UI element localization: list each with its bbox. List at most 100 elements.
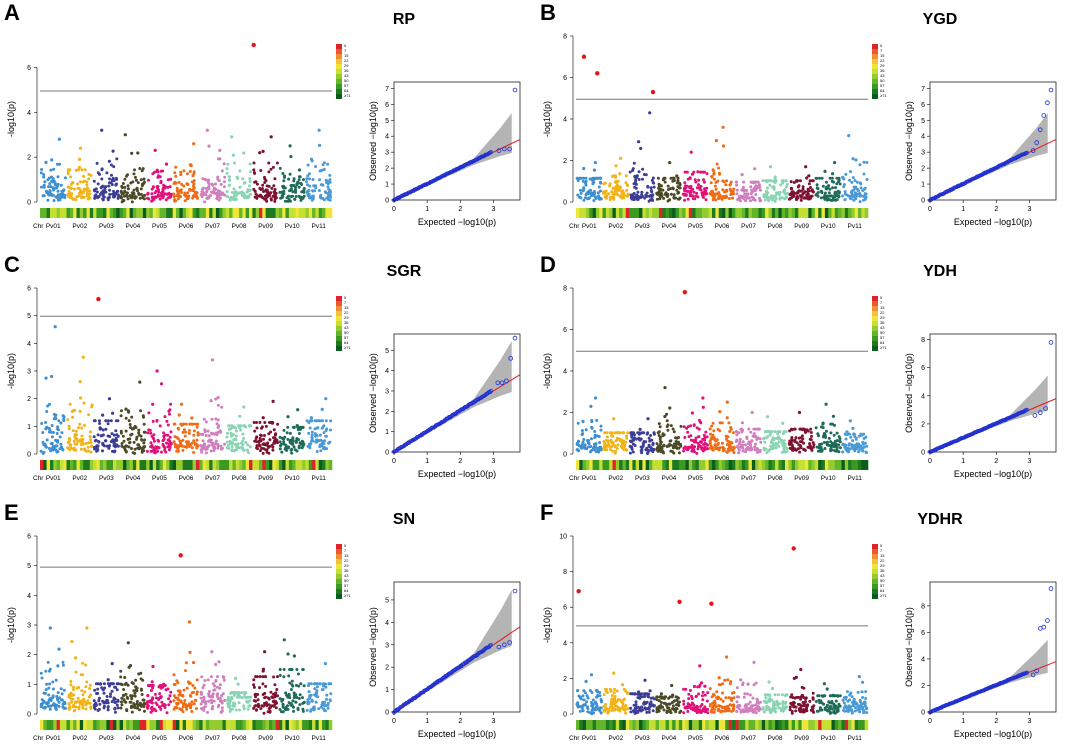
density-cell — [292, 460, 296, 470]
snp-point — [146, 431, 150, 435]
snp-point — [133, 694, 137, 698]
snp-point — [122, 439, 126, 443]
snp-point — [101, 428, 105, 432]
density-cell — [775, 460, 779, 470]
snp-point — [70, 700, 74, 704]
snp-point — [199, 702, 203, 706]
snp-point — [319, 193, 323, 197]
snp-point — [134, 178, 138, 182]
snp-point — [71, 697, 75, 701]
snp-point — [88, 196, 92, 200]
snp-point — [57, 137, 62, 141]
snp-point — [158, 175, 162, 179]
snp-point — [838, 182, 842, 186]
snp-point — [109, 682, 113, 686]
snp-point — [120, 700, 123, 704]
chr-axis-label: Chr — [33, 223, 44, 230]
snp-point — [638, 427, 642, 431]
snp-point — [699, 170, 703, 174]
density-cell — [838, 460, 842, 470]
snp-point — [282, 428, 286, 432]
snp-point — [183, 199, 187, 203]
snp-point — [92, 435, 96, 439]
density-cell — [186, 208, 190, 218]
legend-label: 7 — [344, 300, 347, 305]
snp-point — [234, 448, 237, 452]
snp-point — [297, 194, 301, 198]
snp-point — [673, 446, 677, 449]
snp-point — [835, 193, 839, 197]
density-cell — [858, 460, 862, 470]
snp-point — [718, 410, 722, 414]
density-cell — [278, 208, 283, 218]
snp-point — [784, 179, 788, 183]
snp-point — [739, 445, 742, 449]
snp-point — [242, 405, 246, 409]
snp-point — [729, 427, 733, 431]
density-cell — [302, 208, 306, 218]
snp-point — [593, 396, 598, 400]
snp-point — [225, 446, 229, 450]
snp-point — [78, 146, 83, 150]
snp-point — [200, 692, 203, 696]
snp-point — [238, 414, 242, 418]
snp-point — [276, 441, 279, 445]
snp-point — [711, 448, 715, 452]
snp-point — [714, 198, 718, 202]
density-cell — [239, 460, 243, 470]
snp-point — [272, 428, 276, 432]
density-cell — [625, 460, 630, 470]
snp-point — [780, 179, 784, 183]
snp-point — [136, 151, 140, 155]
density-cell — [602, 460, 607, 470]
snp-point — [705, 172, 709, 176]
snp-point — [142, 445, 146, 449]
snp-point — [108, 444, 112, 448]
density-cell — [828, 208, 832, 218]
density-cell — [76, 460, 81, 470]
snp-point — [626, 431, 630, 435]
qq-frame — [393, 81, 521, 201]
snp-point — [188, 445, 192, 448]
snp-point — [104, 439, 108, 443]
snp-point — [149, 431, 153, 435]
snp-point — [737, 431, 741, 435]
snp-point — [217, 424, 221, 428]
density-cell — [695, 208, 700, 218]
snp-point — [725, 400, 729, 404]
snp-point — [267, 184, 271, 188]
density-cell — [99, 460, 104, 470]
snp-point — [228, 178, 232, 182]
legend-swatch — [336, 69, 342, 74]
snp-point — [209, 675, 213, 679]
snp-point — [287, 197, 291, 201]
snp-point — [271, 194, 275, 198]
qq-x-label: Expected −log10(p) — [418, 217, 496, 227]
snp-point — [329, 190, 332, 194]
density-cell — [262, 208, 266, 218]
snp-point — [95, 449, 99, 453]
snp-point — [738, 437, 742, 441]
snp-point — [126, 184, 130, 188]
snp-point — [126, 641, 130, 645]
snp-point — [775, 191, 778, 195]
snp-point — [599, 181, 603, 185]
snp-point — [66, 441, 70, 444]
snp-point — [137, 447, 141, 451]
density-cell — [675, 460, 680, 470]
snp-point — [696, 170, 700, 174]
snp-point — [768, 165, 773, 169]
snp-point — [52, 167, 56, 171]
snp-point — [74, 705, 78, 709]
snp-point — [584, 183, 588, 187]
legend-label: 29 — [880, 63, 885, 68]
snp-point — [261, 149, 265, 153]
snp-point — [697, 435, 701, 439]
density-cell — [801, 460, 806, 470]
snp-point — [179, 188, 183, 192]
density-cell — [126, 208, 130, 218]
snp-point — [39, 171, 43, 175]
snp-point — [703, 436, 707, 440]
snp-point — [661, 178, 665, 182]
snp-point — [150, 445, 154, 449]
